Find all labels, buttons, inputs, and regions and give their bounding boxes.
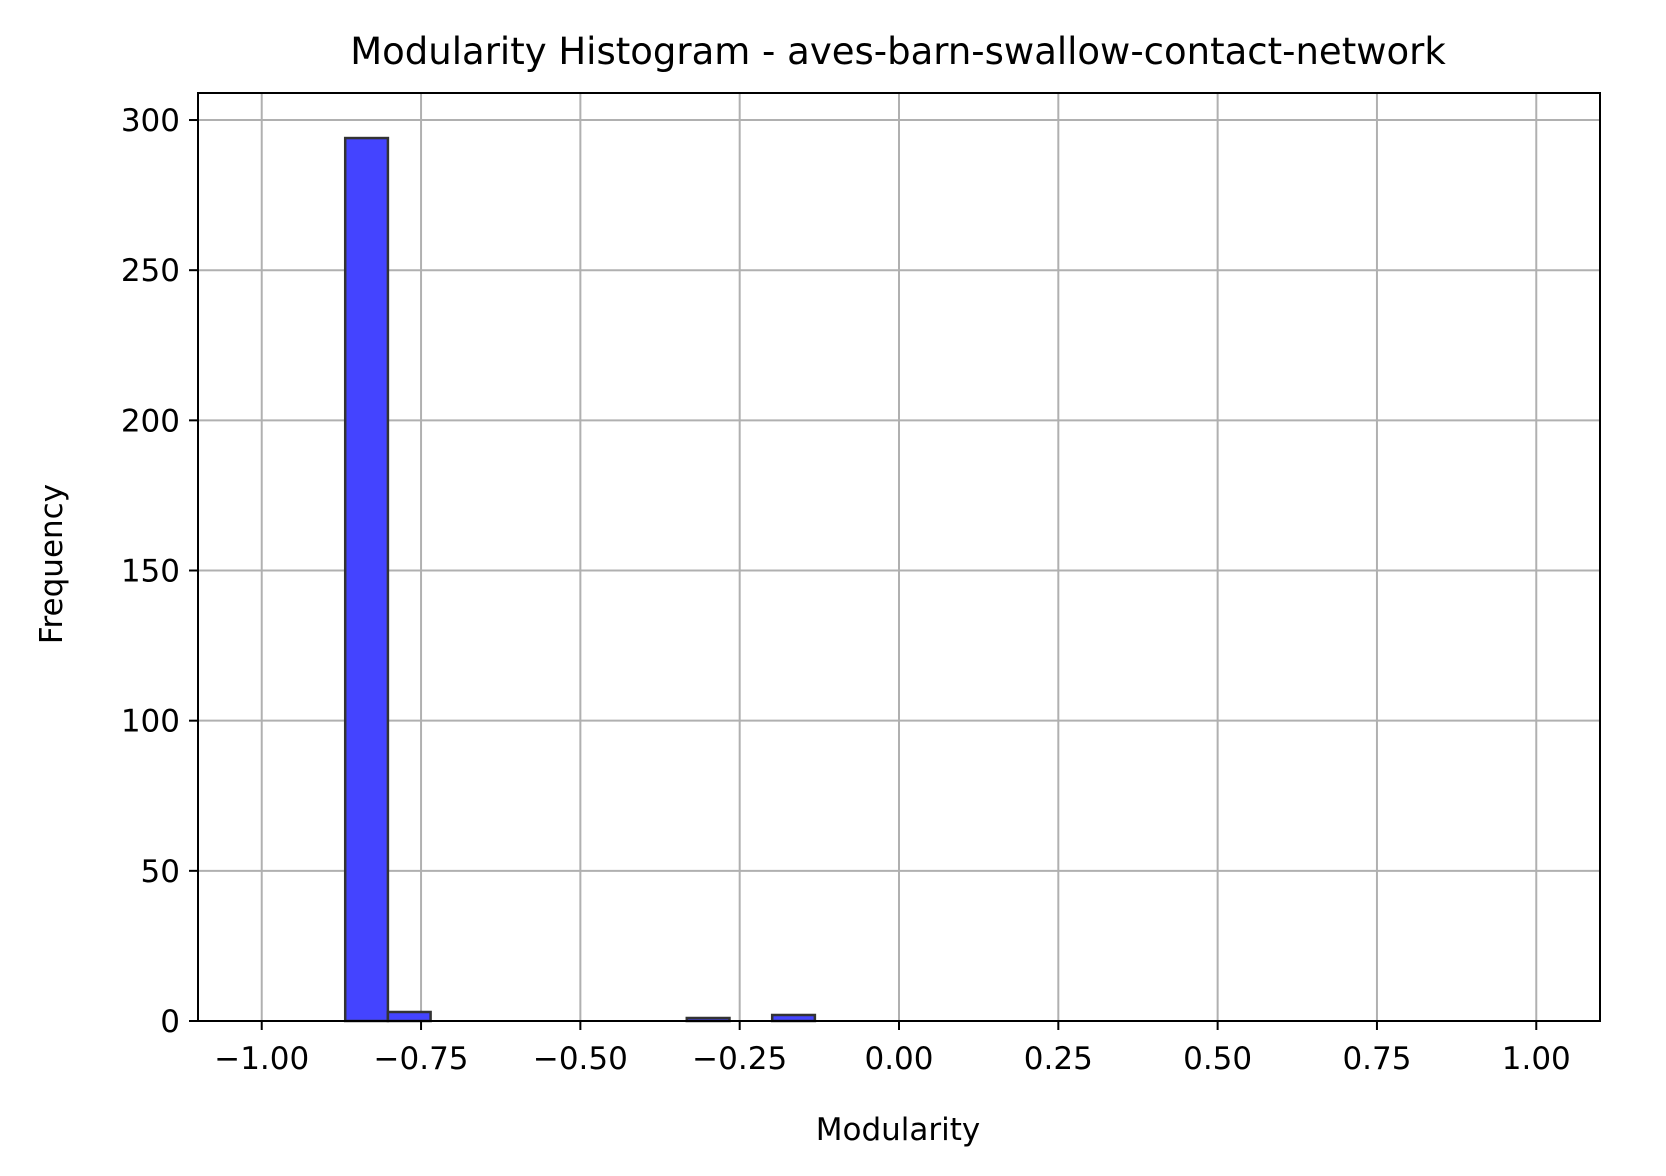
y-axis-label: Frequency — [34, 484, 70, 644]
x-tick-label: −0.25 — [692, 1041, 787, 1077]
y-axis-ticks: 0 50 100 150 200 250 300 — [121, 103, 198, 1040]
y-tick-label: 50 — [141, 854, 180, 890]
y-tick-label: 100 — [121, 704, 180, 740]
y-tick-label: 200 — [121, 403, 180, 439]
histogram-bar — [386, 1010, 432, 1023]
y-tick-label: 0 — [160, 1004, 180, 1040]
x-tick-label: 0.25 — [1024, 1041, 1093, 1077]
x-tick-label: −0.75 — [374, 1041, 469, 1077]
x-tick-label: −0.50 — [533, 1041, 628, 1077]
x-tick-label: 0.75 — [1342, 1041, 1411, 1077]
x-tick-label: 0.50 — [1183, 1041, 1252, 1077]
x-tick-label: −1.00 — [214, 1041, 309, 1077]
x-tick-label: 0.00 — [864, 1041, 933, 1077]
x-tick-label: 1.00 — [1502, 1041, 1571, 1077]
grid-lines — [198, 93, 1600, 1022]
x-axis-label: Modularity — [816, 1112, 981, 1148]
chart-title: Modularity Histogram - aves-barn-swallow… — [350, 30, 1446, 73]
x-axis-ticks: −1.00 −0.75 −0.50 −0.25 0.00 0.25 0.50 0.75 1.00 — [214, 1021, 1571, 1077]
y-tick-label: 150 — [121, 554, 180, 590]
histogram-bar — [343, 136, 390, 1023]
y-tick-label: 250 — [121, 253, 180, 289]
y-tick-label: 300 — [121, 103, 180, 139]
